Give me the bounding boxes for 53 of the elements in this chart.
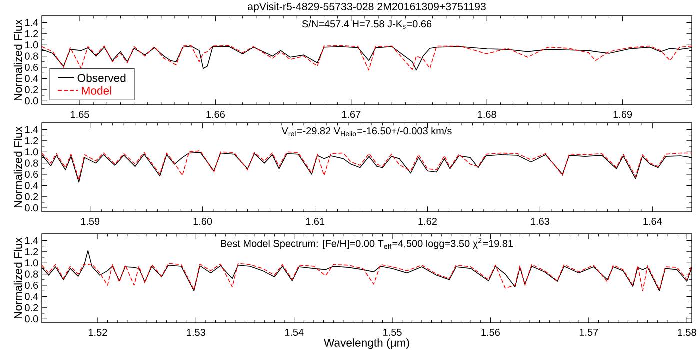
legend-label: Model	[82, 86, 112, 95]
y-tick-label: 0.6	[25, 170, 38, 178]
annotation: Best Model Spectrum: [Fe/H]=0.00 T$_{eff}$=4,500 logg=3.50 χ$^{2}$=19.81	[221, 238, 514, 250]
y-tick-label: 0.8	[25, 160, 38, 167]
y-tick-label: 0.6	[25, 282, 38, 290]
y-tick-label: 0.8	[25, 270, 38, 278]
y-axis-title: Normalized Flux	[14, 126, 22, 208]
annotation: S/N=457.4 H=7.58 J-K$_{s}$=0.66	[302, 20, 432, 29]
x-tick-label: 1.68	[478, 111, 496, 118]
y-tick-label: 1.0	[25, 148, 38, 156]
y-tick-label: 1.2	[25, 137, 38, 144]
y-tick-label: 0.8	[25, 52, 38, 60]
y-tick-label: 0.4	[25, 75, 38, 82]
x-tick-label: 1.59	[81, 218, 100, 226]
y-axis-title: Normalized Flux	[14, 238, 22, 319]
y-tick-label: 1.4	[25, 19, 38, 26]
x-tick-label: 1.55	[384, 329, 402, 336]
x-tick-label: 1.54	[285, 329, 304, 336]
x-tick-label: 1.57	[580, 329, 598, 336]
legend-label: Observed	[78, 74, 126, 82]
y-tick-label: 0.0	[25, 204, 38, 212]
y-tick-label: 0.4	[25, 293, 38, 300]
y-tick-label: 0.2	[25, 193, 38, 200]
x-tick-label: 1.67	[342, 111, 361, 118]
x-tick-label: 1.52	[88, 329, 108, 336]
y-tick-label: 1.4	[25, 126, 38, 134]
y-tick-label: 0.2	[25, 86, 38, 94]
y-tick-label: 0.2	[25, 304, 38, 312]
x-tick-label: 1.65	[71, 111, 90, 118]
y-tick-label: 1.4	[25, 237, 38, 244]
annotation: V$_{rel}$=-29.82 V$_{Helio}$=-16.50+/-0.003 km/s	[282, 127, 452, 136]
y-tick-label: 0.0	[25, 316, 38, 323]
x-tick-label: 1.58	[678, 329, 696, 336]
y-tick-label: 1.0	[25, 260, 38, 267]
y-tick-label: 1.2	[25, 248, 38, 256]
y-tick-label: 0.4	[25, 182, 38, 190]
x-tick-label: 1.60	[194, 218, 212, 226]
x-tick-label: 1.61	[306, 218, 325, 226]
x-tick-label: 1.56	[482, 329, 500, 336]
x-tick-label: 1.64	[644, 218, 662, 226]
x-tick-label: 1.62	[418, 218, 437, 226]
x-axis-title: Wavelength (μm)	[324, 338, 410, 350]
y-tick-label: 0.0	[25, 98, 38, 105]
x-tick-label: 1.66	[206, 111, 225, 118]
chart-title: apVisit-r5-4829-55733-028 2M20161309+3751193	[248, 2, 486, 13]
y-tick-label: 1.2	[25, 30, 38, 38]
x-tick-label: 1.69	[614, 111, 632, 118]
y-axis-title: Normalized Flux	[14, 20, 22, 101]
x-tick-label: 1.63	[531, 218, 550, 226]
line-series	[42, 263, 692, 292]
y-tick-label: 1.0	[25, 42, 38, 49]
x-tick-label: 1.53	[187, 329, 206, 336]
y-tick-label: 0.6	[25, 64, 38, 72]
